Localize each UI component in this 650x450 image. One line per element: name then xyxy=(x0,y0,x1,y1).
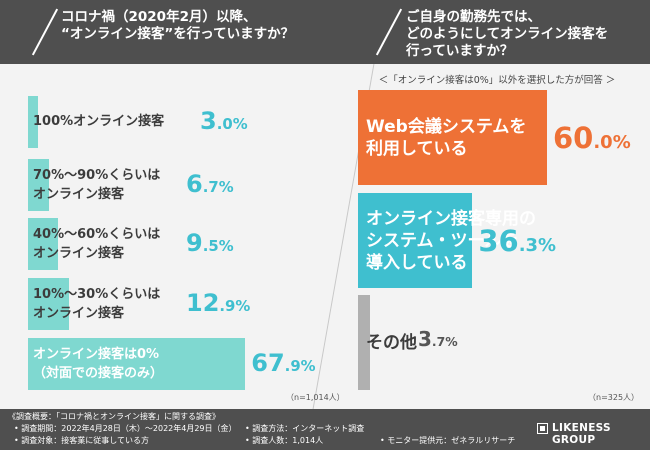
right-bar xyxy=(358,295,370,390)
left-question-line1: コロナ禍（2020年2月）以降、 xyxy=(61,9,257,25)
left-sample-size: （n=1,014人） xyxy=(286,393,345,402)
left-bar-label-line1: 100%オンライン接客 xyxy=(33,114,165,129)
left-bar xyxy=(28,159,50,211)
right-bar-value: 3.7% xyxy=(418,329,458,349)
right-bar xyxy=(358,90,547,185)
left-bar xyxy=(28,338,246,390)
right-bar-label-line1: オンライン接客専用の xyxy=(366,208,536,229)
left-bar xyxy=(28,96,38,148)
right-bar-value-decimal: .3% xyxy=(518,234,557,256)
left-bar-label: 100%オンライン接客 xyxy=(33,112,164,131)
left-bar-label-line1: 40%～60%くらいは xyxy=(33,227,161,242)
left-bar-label-line1: 10%～30%くらいは xyxy=(33,287,161,302)
right-bar-label-line1: その他 xyxy=(366,332,417,353)
left-bar-label: オンライン接客は0% （対面での接客のみ） xyxy=(33,345,163,383)
left-bar-label-line1: 70%～90%くらいは xyxy=(33,168,161,183)
left-bar-value-decimal: .5% xyxy=(202,237,234,255)
company-logo: LIKENESS GROUP xyxy=(552,422,611,446)
right-bar-value-integer: 60 xyxy=(553,120,594,155)
left-bar-value-integer: 6 xyxy=(186,170,203,198)
footer: 《調査概要：「コロナ禍とオンライン接客」に関する調査》 • 調査期間：2022年… xyxy=(0,409,650,450)
right-bar-label-line1: Web会議システムを xyxy=(366,116,527,137)
left-bar-label-line2: オンライン接客 xyxy=(33,306,125,321)
right-bar-value-integer: 3 xyxy=(418,326,432,351)
right-sample-size: （n=325人） xyxy=(588,393,640,402)
right-question-line3: 行っていますか？ xyxy=(406,43,514,59)
left-bar-value-integer: 67 xyxy=(251,349,285,377)
left-bar-label-line2: オンライン接客 xyxy=(33,187,125,202)
left-bar-value: 6.7% xyxy=(186,172,234,196)
right-question-line2: どのようにしてオンライン接客を xyxy=(406,26,609,42)
left-bar xyxy=(28,278,70,330)
left-bar-label-line1: オンライン接客は0% xyxy=(33,347,160,362)
right-bar-label-line2: 利用している xyxy=(366,138,468,159)
left-bar-value: 12.9% xyxy=(186,291,250,315)
right-bar-label-line2: システム・ツールを xyxy=(366,230,519,251)
left-bar-value-decimal: .0% xyxy=(216,115,248,133)
right-bar-value-integer: 36 xyxy=(478,223,519,258)
left-bar-label: 40%～60%くらいは オンライン接客 xyxy=(33,225,160,263)
left-bar-value: 67.9% xyxy=(251,351,315,375)
right-bar-label: オンライン接客専用の システム・ツールを 導入している xyxy=(366,208,536,274)
right-question: ご自身の勤務先では、 どのようにしてオンライン接客を 行っていますか？ xyxy=(406,9,608,60)
header-banner: コロナ禍（2020年2月）以降、 “オンライン接客”を行っていますか？ ご自身の… xyxy=(0,0,650,64)
left-bar-label: 70%～90%くらいは オンライン接客 xyxy=(33,166,160,204)
right-bar-label-line3: 導入している xyxy=(366,252,468,273)
survey-provider: • モニター提供元：ゼネラルリサーチ xyxy=(380,436,516,445)
survey-title: 《調査概要：「コロナ禍とオンライン接客」に関する調査》 xyxy=(8,412,220,421)
right-bar-value-decimal: .7% xyxy=(431,333,458,349)
left-bar-value-decimal: .7% xyxy=(202,178,234,196)
right-bar-value: 60.0% xyxy=(553,120,631,155)
left-bar-value-integer: 9 xyxy=(186,229,203,257)
right-bar-label: Web会議システムを 利用している xyxy=(366,116,526,160)
survey-method: • 調査方法：インターネット調査 xyxy=(245,424,365,433)
right-bar-value-decimal: .0% xyxy=(593,131,631,153)
left-question: コロナ禍（2020年2月）以降、 “オンライン接客”を行っていますか？ xyxy=(61,9,294,43)
right-question-line1: ご自身の勤務先では、 xyxy=(406,9,541,25)
left-bar-value: 9.5% xyxy=(186,231,234,255)
left-bar-value-integer: 3 xyxy=(200,107,217,135)
left-bar-label: 10%～30%くらいは オンライン接客 xyxy=(33,285,160,323)
survey-target: • 調査対象：接客業に従事している方 xyxy=(14,436,150,445)
left-bar-value-decimal: .9% xyxy=(284,357,316,375)
right-bar-label: その他 xyxy=(366,332,417,354)
right-bar xyxy=(358,193,473,288)
left-question-line2: “オンライン接客”を行っていますか？ xyxy=(61,26,295,42)
survey-count: • 調査人数：1,014人 xyxy=(245,436,324,445)
left-bar-label-line2: （対面での接客のみ） xyxy=(33,366,164,381)
header-slash-decoration xyxy=(375,8,403,56)
logo-icon xyxy=(537,423,548,434)
survey-period: • 調査期間：2022年4月28日（木）～2022年4月29日（金） xyxy=(14,424,237,433)
left-bar-value-integer: 12 xyxy=(186,289,220,317)
left-bar-label-line2: オンライン接客 xyxy=(33,246,125,261)
left-bar xyxy=(28,218,59,270)
left-bar-value-decimal: .9% xyxy=(219,297,251,315)
header-slash-decoration xyxy=(31,8,59,56)
left-bar-value: 3.0% xyxy=(200,109,248,133)
right-chart-note: ＜「オンライン接客は0%」以外を選択した方が回答 ＞ xyxy=(378,75,616,86)
right-bar-value: 36.3% xyxy=(478,223,557,258)
